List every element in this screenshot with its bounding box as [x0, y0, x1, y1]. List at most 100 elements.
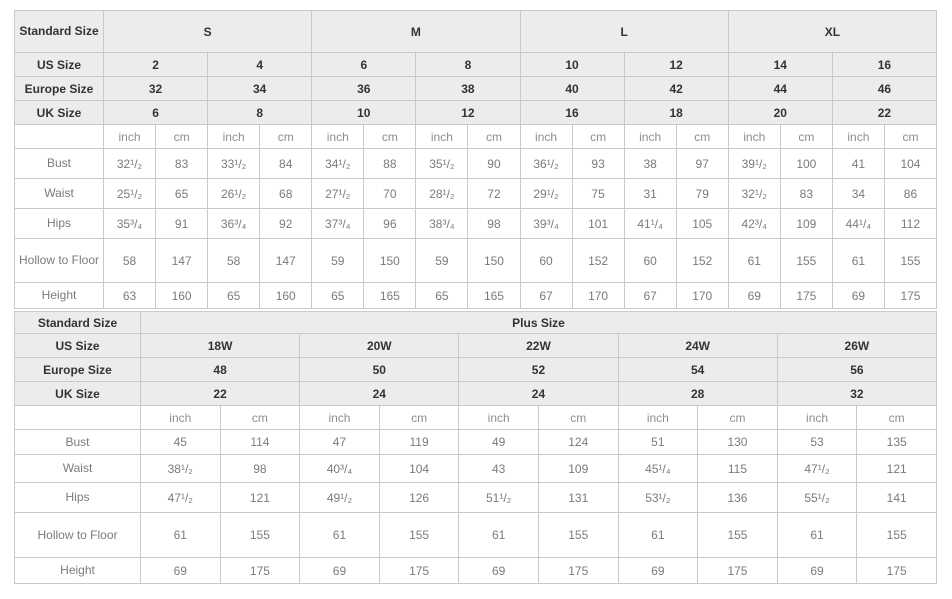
measurement-value-cell: 104 — [378, 454, 460, 483]
measurement-value-cell: 53 — [776, 429, 858, 455]
measurement-value-cell: 65 — [207, 282, 261, 309]
size-value-cell: 46 — [831, 76, 938, 101]
measurement-value-cell: 109 — [779, 208, 833, 239]
measurement-value-cell: 41 — [831, 148, 885, 179]
measurement-value-cell: 152 — [571, 238, 625, 283]
table-row: Height 69 175 69 175 69 175 69 175 69 175 — [14, 557, 937, 584]
size-value-cell: 36 — [311, 76, 417, 101]
unit-cell: cm — [219, 405, 301, 430]
standard-size-table: Standard Size S M L XL US Size 2 4 6 8 10 12 14 16 Eur… — [14, 10, 938, 309]
unit-cell: inch — [617, 405, 699, 430]
measurement-value-cell: 38 — [623, 148, 677, 179]
size-value-cell: 22W — [458, 333, 619, 358]
unit-cell: cm — [856, 405, 937, 430]
measurement-value-cell: 34 — [831, 178, 885, 209]
measurement-value-cell: 70 — [363, 178, 417, 209]
size-value-cell: 10 — [311, 100, 417, 125]
measurement-value-cell: 35¹/₂ — [415, 148, 469, 179]
measurement-label: Bust — [14, 148, 104, 179]
unit-cell: cm — [259, 124, 313, 149]
unit-cell: cm — [378, 405, 460, 430]
size-row-label: UK Size — [14, 381, 141, 406]
table-row: Hips 47¹/₂ 121 49¹/₂ 126 51¹/₂ 131 53¹/₂ 136 55¹/… — [14, 482, 937, 513]
size-value-cell: 48 — [139, 357, 301, 382]
measurement-value-cell: 155 — [883, 238, 938, 283]
measurement-value-cell: 36³/₄ — [207, 208, 261, 239]
measurement-value-cell: 165 — [363, 282, 417, 309]
size-value-cell: 8 — [415, 52, 521, 77]
measurement-value-cell: 155 — [779, 238, 833, 283]
measurement-value-cell: 45¹/₄ — [617, 454, 699, 483]
measurement-value-cell: 109 — [537, 454, 619, 483]
measurement-value-cell: 170 — [571, 282, 625, 309]
measurement-value-cell: 26¹/₂ — [207, 178, 261, 209]
plus-size-table: Standard Size Plus Size US Size 18W 20W 22W 24… — [14, 311, 938, 584]
size-value-cell: 6 — [311, 52, 417, 77]
table-row: UK Size 6 8 10 12 16 18 20 22 — [14, 100, 938, 125]
measurement-label: Waist — [14, 178, 104, 209]
measurement-value-cell: 155 — [537, 512, 619, 558]
measurement-value-cell: 69 — [140, 557, 221, 584]
measurement-value-cell: 121 — [219, 482, 301, 513]
size-value-cell: 8 — [207, 100, 313, 125]
size-value-cell: 28 — [617, 381, 778, 406]
size-value-cell: 24 — [299, 381, 460, 406]
measurement-value-cell: 61 — [776, 512, 858, 558]
measurement-value-cell: 84 — [259, 148, 313, 179]
size-value-cell: 32 — [776, 381, 938, 406]
measurement-value-cell: 115 — [697, 454, 778, 483]
measurement-value-cell: 126 — [378, 482, 460, 513]
size-value-cell: 12 — [623, 52, 729, 77]
measurement-value-cell: 155 — [856, 512, 937, 558]
size-value-cell: 6 — [102, 100, 209, 125]
size-value-cell: 22 — [139, 381, 301, 406]
unit-cell: inch — [519, 124, 573, 149]
size-group-cell: XL — [727, 10, 938, 53]
measurement-label: Hips — [14, 482, 141, 513]
unit-cell: inch — [831, 124, 885, 149]
measurement-value-cell: 147 — [259, 238, 313, 283]
measurement-value-cell: 147 — [155, 238, 209, 283]
size-row-label: UK Size — [14, 100, 104, 125]
measurement-value-cell: 27¹/₂ — [311, 178, 365, 209]
measurement-value-cell: 112 — [883, 208, 938, 239]
size-row-label: US Size — [14, 333, 141, 358]
size-value-cell: 18W — [139, 333, 301, 358]
table-row: Standard Size S M L XL — [14, 10, 938, 53]
size-value-cell: 56 — [776, 357, 938, 382]
size-value-cell: 38 — [415, 76, 521, 101]
unit-cell: cm — [155, 124, 209, 149]
measurement-value-cell: 175 — [219, 557, 301, 584]
measurement-value-cell: 170 — [675, 282, 729, 309]
measurement-value-cell: 175 — [883, 282, 938, 309]
size-value-cell: 18 — [623, 100, 729, 125]
table-row: Hollow to Floor 58 147 58 147 59 150 59 150 60 152… — [14, 238, 938, 283]
corner-label-cell: Standard Size — [14, 311, 141, 334]
table-row: US Size 18W 20W 22W 24W 26W — [14, 333, 938, 358]
table-row: Height 63 160 65 160 65 165 65 165 67 170 67 170 69 17… — [14, 282, 938, 309]
measurement-value-cell: 155 — [378, 512, 460, 558]
size-value-cell: 22 — [831, 100, 938, 125]
measurement-value-cell: 104 — [883, 148, 938, 179]
size-value-cell: 24 — [458, 381, 619, 406]
table-row: Waist 38¹/₂ 98 40³/₄ 104 43 109 45¹/₄ 115 47¹/₂ 12… — [14, 454, 937, 483]
measurement-value-cell: 65 — [415, 282, 469, 309]
measurement-value-cell: 63 — [102, 282, 157, 309]
measurement-value-cell: 175 — [856, 557, 937, 584]
measurement-value-cell: 60 — [519, 238, 573, 283]
unit-cell: inch — [207, 124, 261, 149]
measurement-value-cell: 32¹/₂ — [102, 148, 157, 179]
size-value-cell: 40 — [519, 76, 625, 101]
unit-cell: inch — [727, 124, 781, 149]
measurement-value-cell: 101 — [571, 208, 625, 239]
measurement-value-cell: 35³/₄ — [102, 208, 157, 239]
measurement-value-cell: 43 — [458, 454, 539, 483]
measurement-value-cell: 160 — [259, 282, 313, 309]
size-value-cell: 52 — [458, 357, 619, 382]
size-value-cell: 26W — [776, 333, 938, 358]
measurement-value-cell: 32¹/₂ — [727, 178, 781, 209]
measurement-value-cell: 37³/₄ — [311, 208, 365, 239]
unit-cell: cm — [675, 124, 729, 149]
size-value-cell: 16 — [519, 100, 625, 125]
